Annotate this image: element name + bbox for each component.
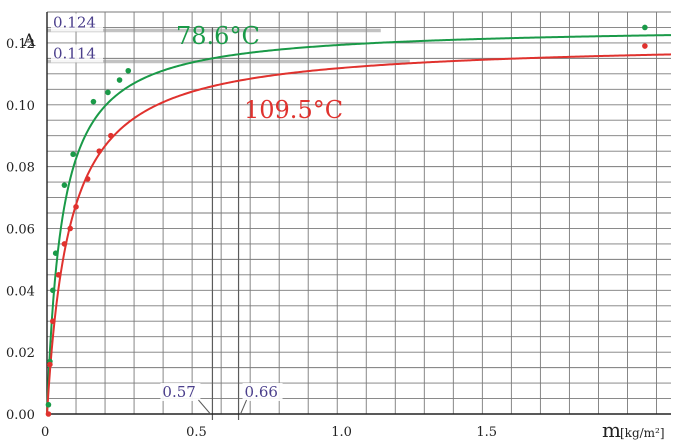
series-label-red: 109.5°C: [244, 96, 343, 124]
annotation-box: [51, 13, 103, 32]
fit-curve-green: [46, 34, 672, 415]
data-point-green: [50, 287, 56, 294]
annotation-box: [242, 383, 283, 401]
annotation-leader: [198, 399, 211, 415]
data-point-red: [45, 411, 52, 417]
annotation-x-value: 0.57: [162, 383, 195, 401]
data-point-red: [55, 272, 62, 278]
annotation-x-value: 0.66: [245, 383, 278, 401]
x-axis-unit: [kg/m²]: [620, 426, 665, 440]
annotation-box: [51, 44, 103, 63]
y-tick-label: 0.12: [6, 37, 35, 52]
data-points: [45, 24, 648, 417]
data-point-red: [67, 225, 74, 232]
data-point-green: [116, 77, 123, 83]
data-point-red: [50, 318, 56, 325]
labels: A m [kg/m²] 78.6°C 109.5°C: [22, 22, 665, 442]
data-point-red: [47, 361, 53, 368]
grid: [46, 11, 671, 415]
x-axis-label: m: [602, 418, 621, 442]
data-point-green: [45, 401, 52, 408]
annotation-y-value: 0.124: [53, 14, 96, 32]
annotation-y-value: 0.114: [53, 44, 96, 62]
x-tick-label: 0: [41, 425, 49, 440]
annotations: 0.124 0.114 0.57 0.66: [51, 13, 283, 415]
data-point-red: [96, 148, 103, 154]
y-tick-label: 0.10: [6, 99, 35, 114]
data-point-green: [61, 182, 68, 188]
data-point-green: [125, 67, 132, 74]
data-point-green: [642, 24, 648, 31]
y-axis-label: A: [22, 31, 36, 51]
data-point-red: [61, 241, 68, 247]
data-point-green: [90, 98, 97, 105]
data-point-red: [642, 43, 648, 49]
data-point-green: [105, 89, 111, 96]
data-point-red: [84, 176, 91, 182]
data-point-red: [73, 204, 79, 210]
data-point-red: [108, 132, 114, 139]
tick-labels: 0.00 0.02 0.04 0.06 0.08 0.10 0.12 0 0.5 1.0 1.5: [6, 37, 497, 440]
y-tick-label: 0.08: [6, 161, 35, 176]
data-point-green: [52, 250, 59, 256]
annotation-box: [160, 383, 201, 401]
data-point-green: [70, 151, 76, 158]
fit-curves: [46, 34, 672, 415]
y-tick-label: 0.04: [6, 284, 35, 299]
axes: [46, 12, 671, 415]
y-tick-label: 0.00: [6, 408, 35, 423]
reference-lines: [47, 27, 410, 420]
y-tick-label: 0.06: [6, 222, 35, 237]
x-tick-label: 1.5: [476, 425, 497, 440]
fit-curve-red: [46, 53, 672, 415]
series-label-green: 78.6°C: [176, 22, 260, 50]
annotation-leader: [240, 399, 248, 415]
x-tick-label: 0.5: [186, 425, 207, 440]
y-tick-label: 0.02: [6, 346, 35, 361]
x-tick-label: 1.0: [331, 425, 352, 440]
